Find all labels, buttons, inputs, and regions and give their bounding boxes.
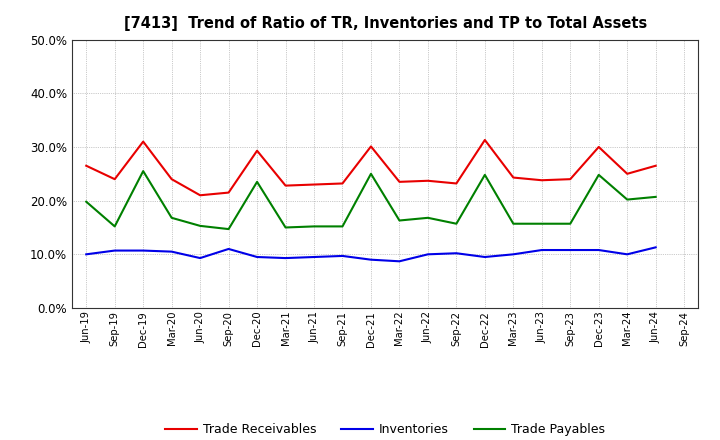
Trade Payables [623,197,631,202]
Trade Receivables [566,176,575,182]
Trade Receivables [366,144,375,149]
Inventories [652,245,660,250]
Trade Receivables [225,190,233,195]
Trade Payables [282,225,290,230]
Trade Payables [167,215,176,220]
Inventories [595,247,603,253]
Inventories [480,254,489,260]
Trade Payables [253,179,261,184]
Inventories [423,252,432,257]
Trade Payables [566,221,575,226]
Trade Payables [423,215,432,220]
Trade Receivables [282,183,290,188]
Trade Receivables [338,181,347,186]
Inventories [509,252,518,257]
Trade Receivables [167,176,176,182]
Inventories [366,257,375,262]
Inventories [282,256,290,261]
Trade Payables [225,227,233,232]
Trade Receivables [139,139,148,144]
Trade Receivables [310,182,318,187]
Trade Receivables [480,137,489,143]
Line: Trade Payables: Trade Payables [86,171,656,229]
Inventories [395,259,404,264]
Trade Payables [310,224,318,229]
Trade Payables [509,221,518,226]
Inventories [253,254,261,260]
Line: Trade Receivables: Trade Receivables [86,140,656,195]
Trade Payables [395,218,404,223]
Inventories [623,252,631,257]
Trade Payables [366,171,375,176]
Trade Receivables [623,171,631,176]
Trade Payables [338,224,347,229]
Trade Payables [595,172,603,177]
Inventories [310,254,318,260]
Title: [7413]  Trend of Ratio of TR, Inventories and TP to Total Assets: [7413] Trend of Ratio of TR, Inventories… [124,16,647,32]
Trade Receivables [452,181,461,186]
Trade Receivables [196,193,204,198]
Trade Payables [537,221,546,226]
Inventories [82,252,91,257]
Trade Payables [196,223,204,228]
Trade Payables [110,224,119,229]
Inventories [196,256,204,261]
Inventories [452,251,461,256]
Trade Receivables [652,163,660,169]
Inventories [110,248,119,253]
Inventories [225,246,233,252]
Trade Payables [139,169,148,174]
Inventories [167,249,176,254]
Trade Receivables [110,176,119,182]
Trade Receivables [509,175,518,180]
Trade Payables [452,221,461,226]
Inventories [566,247,575,253]
Trade Payables [652,194,660,199]
Inventories [338,253,347,259]
Trade Receivables [253,148,261,154]
Trade Receivables [423,178,432,183]
Trade Receivables [595,144,603,150]
Trade Receivables [537,178,546,183]
Legend: Trade Receivables, Inventories, Trade Payables: Trade Receivables, Inventories, Trade Pa… [161,418,610,440]
Line: Inventories: Inventories [86,247,656,261]
Inventories [537,247,546,253]
Trade Receivables [395,179,404,184]
Trade Receivables [82,163,91,169]
Trade Payables [480,172,489,177]
Trade Payables [82,199,91,204]
Inventories [139,248,148,253]
